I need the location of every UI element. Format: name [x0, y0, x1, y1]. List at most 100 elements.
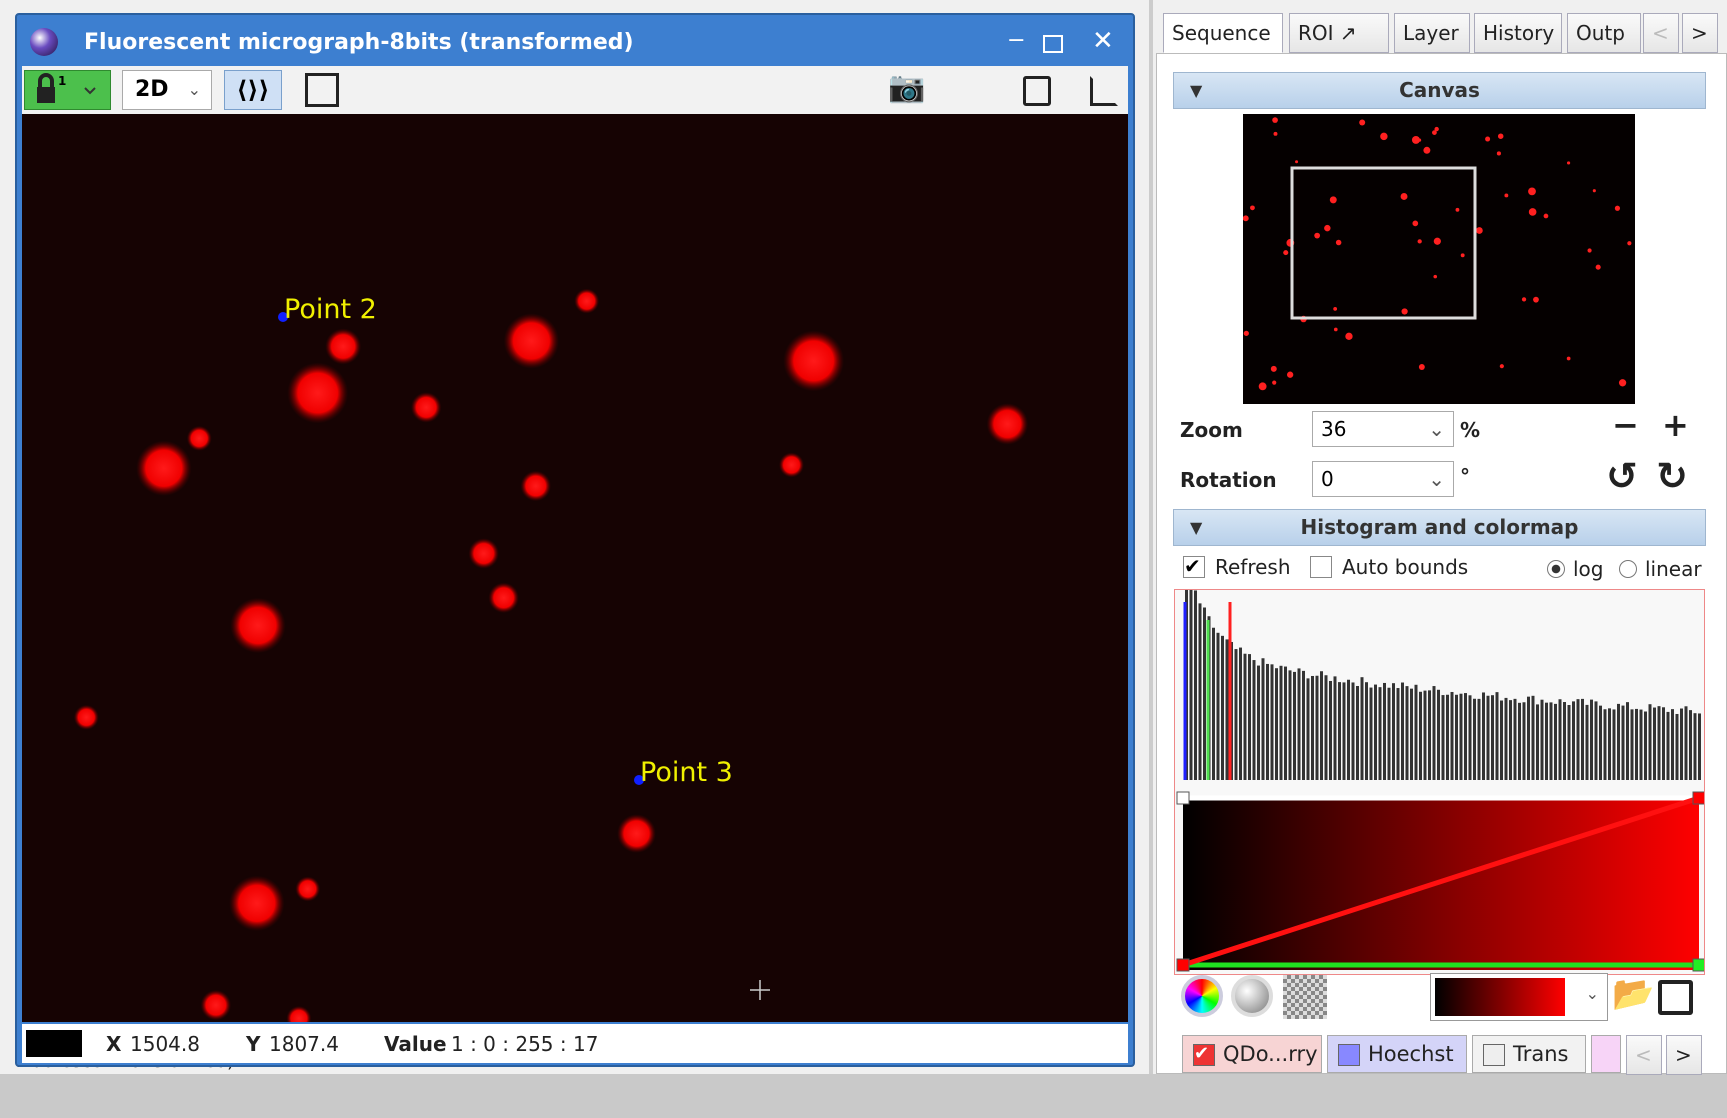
histogram-bar: [1464, 693, 1467, 780]
y-label: Y: [246, 1032, 260, 1056]
tab[interactable]: Outp: [1567, 13, 1641, 53]
load-button[interactable]: 📂: [1612, 974, 1654, 1014]
histogram-bar: [1221, 636, 1224, 780]
histogram-bar: [1401, 683, 1404, 780]
tab[interactable]: Layer: [1394, 13, 1470, 53]
refresh-checkbox[interactable]: ✔: [1183, 556, 1205, 578]
rotation-value: 0: [1321, 467, 1334, 491]
rotate-right-button[interactable]: ↻: [1656, 454, 1688, 498]
lock-button[interactable]: 1: [24, 70, 111, 110]
channel-tab[interactable]: ✔QDo...rry: [1182, 1035, 1322, 1073]
thumbnail-spot: [1593, 189, 1596, 192]
channel-scroll-right[interactable]: >: [1666, 1035, 1702, 1075]
histogram-bar: [1428, 690, 1431, 780]
maximize-button[interactable]: [1043, 35, 1063, 53]
rotation-unit: °: [1460, 464, 1470, 488]
histogram-bar: [1257, 666, 1260, 780]
histogram-bar: [1388, 688, 1391, 780]
rotate-left-button[interactable]: ↺: [1606, 454, 1638, 498]
image-background: [22, 114, 1128, 1022]
histogram-bar: [1559, 699, 1562, 780]
log-radio[interactable]: [1547, 560, 1565, 578]
sync-button[interactable]: ⟨⟩⟩: [224, 70, 282, 110]
duplicate-button[interactable]: [1023, 76, 1051, 106]
image-view: Point 2 Point 3: [22, 114, 1128, 1022]
thumbnail-spot: [1587, 248, 1591, 252]
view-mode-dropdown[interactable]: 2D⌄: [122, 70, 212, 110]
alpha-button[interactable]: [1283, 975, 1327, 1019]
tab-scroll-left[interactable]: <: [1643, 13, 1679, 53]
x-value: 1504.8: [130, 1032, 200, 1056]
histogram-bar: [1338, 682, 1341, 780]
tab[interactable]: Sequence: [1163, 13, 1283, 53]
x-label: X: [106, 1032, 121, 1056]
section-title: Canvas: [1399, 78, 1480, 102]
handle[interactable]: [1693, 959, 1705, 971]
histogram-bar: [1532, 696, 1535, 780]
tab[interactable]: ROI ↗: [1289, 13, 1389, 53]
histogram-bar: [1487, 696, 1490, 780]
colormap-button[interactable]: [1181, 975, 1223, 1017]
svg-text:1: 1: [58, 74, 66, 88]
thumbnail-spot: [1419, 364, 1425, 370]
histogram-bar: [1541, 700, 1544, 780]
channel-tab[interactable]: Trans: [1472, 1035, 1586, 1073]
channel-tab[interactable]: [1591, 1035, 1621, 1073]
tab-scroll-right[interactable]: >: [1682, 13, 1718, 53]
fluorescent-spot: [987, 403, 1029, 445]
channel-scroll-left[interactable]: <: [1626, 1035, 1662, 1075]
zoom-out-button[interactable]: −: [1612, 406, 1639, 444]
histogram-bar: [1590, 700, 1593, 780]
minimize-button[interactable]: ‒: [1008, 24, 1025, 54]
splitter[interactable]: [1149, 0, 1153, 1074]
fluorescent-spot: [295, 876, 320, 901]
tab[interactable]: History: [1474, 13, 1562, 53]
histogram-bar: [1482, 692, 1485, 780]
thumbnail-spot: [1259, 382, 1267, 390]
save-button[interactable]: [1658, 980, 1693, 1015]
section-header[interactable]: ▼Histogram and colormap: [1173, 509, 1706, 546]
thumbnail-spot: [1333, 307, 1337, 311]
histogram-bar: [1473, 699, 1476, 780]
handle[interactable]: [1693, 792, 1705, 804]
thumbnail-spot: [1498, 133, 1503, 138]
thumbnail-spot: [1345, 333, 1352, 340]
section-header[interactable]: ▼Canvas: [1173, 72, 1706, 109]
close-button[interactable]: ✕: [1092, 26, 1114, 56]
handle[interactable]: [1177, 792, 1189, 804]
detach-button[interactable]: [1090, 76, 1118, 106]
zoom-in-button[interactable]: +: [1662, 406, 1689, 444]
value-label: Value: [384, 1032, 447, 1056]
histogram-bar: [1496, 692, 1499, 780]
histogram-bar: [1248, 654, 1251, 780]
fit-button[interactable]: [305, 73, 339, 107]
histogram-bar: [1469, 695, 1472, 780]
histogram-bar: [1622, 706, 1625, 780]
histogram-bar: [1604, 709, 1607, 780]
thumbnail-spot: [1380, 133, 1387, 140]
rotation-input[interactable]: 0⌄: [1312, 461, 1454, 497]
histogram-bar: [1271, 664, 1274, 780]
thumbnail-spot: [1401, 193, 1408, 200]
thumbnail-spot: [1283, 250, 1288, 255]
linear-radio[interactable]: [1619, 560, 1637, 578]
histogram-bar: [1626, 702, 1629, 780]
lock-icon: 1: [25, 71, 110, 109]
point-label: Point 3: [640, 757, 733, 788]
histogram-bar: [1325, 675, 1328, 780]
histogram-bar: [1365, 682, 1368, 780]
colormap-combo[interactable]: ⌄: [1430, 973, 1608, 1021]
handle[interactable]: [1177, 959, 1189, 971]
histogram-bar: [1275, 668, 1278, 780]
snapshot-button[interactable]: 📷: [888, 70, 925, 105]
histogram-bar: [1433, 686, 1436, 780]
thumbnail-spot: [1567, 357, 1571, 361]
thumbnail-spot: [1615, 206, 1620, 211]
gray-button[interactable]: [1231, 975, 1273, 1017]
thumbnail-spot: [1336, 240, 1342, 246]
zoom-input[interactable]: 36⌄: [1312, 411, 1454, 447]
auto-bounds-checkbox[interactable]: [1310, 556, 1332, 578]
channel-tab[interactable]: Hoechst: [1327, 1035, 1467, 1073]
zoom-value: 36: [1321, 417, 1346, 441]
histogram-bar: [1334, 676, 1337, 780]
